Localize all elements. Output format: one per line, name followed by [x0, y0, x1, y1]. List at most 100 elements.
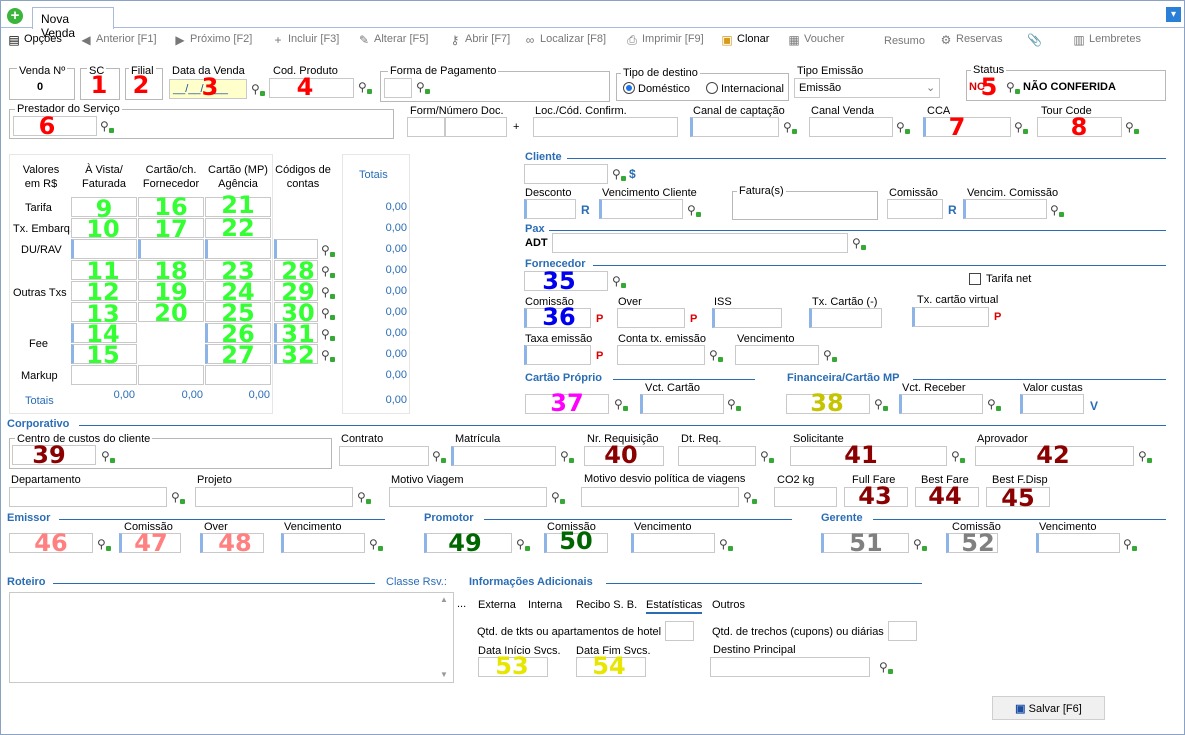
- cell-forn-durav[interactable]: [138, 239, 204, 259]
- search-icon[interactable]: ⚲: [1138, 449, 1152, 463]
- numero-doc-input[interactable]: [445, 117, 507, 137]
- emissor-input[interactable]: [9, 533, 93, 553]
- localizar-button[interactable]: ∞ Localizar [F8]: [523, 33, 606, 47]
- search-icon[interactable]: ⚲: [1014, 120, 1028, 134]
- cell-avista-outras1[interactable]: [71, 260, 137, 280]
- search-icon[interactable]: ⚲: [874, 397, 888, 411]
- tarifa-net-checkbox[interactable]: [969, 273, 981, 285]
- attach-button[interactable]: 📎: [1027, 33, 1044, 47]
- data-inicio-input[interactable]: [478, 657, 548, 677]
- calendar-search-icon[interactable]: ⚲: [1050, 203, 1064, 217]
- p-icon[interactable]: P: [994, 311, 1002, 323]
- search-icon[interactable]: ⚲: [251, 82, 265, 96]
- cell-mp-fee1[interactable]: [205, 323, 271, 343]
- cell-mp-outras3[interactable]: [205, 302, 271, 322]
- search-icon[interactable]: ⚲: [560, 449, 574, 463]
- nr-requisicao-input[interactable]: [584, 446, 664, 466]
- search-icon[interactable]: ⚲: [1125, 120, 1139, 134]
- search-icon[interactable]: ⚲: [321, 243, 335, 257]
- canal-venda-input[interactable]: [809, 117, 893, 137]
- gerente-input[interactable]: [821, 533, 909, 553]
- search-icon[interactable]: ⚲: [709, 348, 723, 362]
- salvar-button[interactable]: ▣ Salvar [F6]: [992, 696, 1105, 720]
- motivo-viagem-input[interactable]: [389, 487, 547, 507]
- co2-input[interactable]: [774, 487, 837, 507]
- cell-forn-outras1[interactable]: [138, 260, 204, 280]
- cell-cod-fee1[interactable]: [274, 323, 318, 343]
- search-icon[interactable]: ⚲: [97, 537, 111, 551]
- financeira-input[interactable]: [786, 394, 870, 414]
- venc-comissao-input[interactable]: [963, 199, 1047, 219]
- venc-promotor-input[interactable]: [631, 533, 715, 553]
- cell-forn-tarifa[interactable]: [138, 197, 204, 217]
- r-icon[interactable]: R: [948, 203, 957, 217]
- search-icon[interactable]: ⚲: [951, 449, 965, 463]
- taxa-emissao-input[interactable]: [524, 345, 591, 365]
- tab-outros[interactable]: Outros: [712, 599, 746, 611]
- projeto-input[interactable]: [195, 487, 353, 507]
- motivo-desvio-input[interactable]: [581, 487, 739, 507]
- comissao-forn-input[interactable]: [524, 308, 591, 328]
- cell-forn-txemb[interactable]: [138, 218, 204, 238]
- search-icon[interactable]: ⚲: [612, 274, 626, 288]
- clonar-button[interactable]: ▣ Clonar: [720, 33, 769, 47]
- cell-cod-outras1[interactable]: [274, 260, 318, 280]
- centro-custos-input[interactable]: [12, 445, 96, 465]
- over-forn-input[interactable]: [617, 308, 685, 328]
- cartao-proprio-input[interactable]: [525, 394, 609, 414]
- cell-cod-fee2[interactable]: [274, 344, 318, 364]
- anterior-button[interactable]: ◀ Anterior [F1]: [79, 33, 156, 47]
- destino-input[interactable]: [710, 657, 870, 677]
- domestico-radio[interactable]: Doméstico: [623, 82, 690, 95]
- calendar-search-icon[interactable]: ⚲: [687, 203, 701, 217]
- search-icon[interactable]: ⚲: [913, 537, 927, 551]
- aprovador-input[interactable]: [975, 446, 1134, 466]
- tab-interna[interactable]: Interna: [528, 599, 563, 611]
- cell-mp-markup[interactable]: [205, 365, 271, 385]
- best-fare-input[interactable]: [915, 487, 979, 507]
- add-tab-icon[interactable]: +: [7, 8, 23, 24]
- fornecedor-input[interactable]: [524, 271, 608, 291]
- proximo-button[interactable]: ▶ Próximo [F2]: [173, 33, 252, 47]
- calendar-search-icon[interactable]: ⚲: [823, 348, 837, 362]
- p-icon[interactable]: P: [690, 313, 698, 325]
- cell-mp-outras1[interactable]: [205, 260, 271, 280]
- search-icon[interactable]: ⚲: [357, 490, 371, 504]
- departamento-input[interactable]: [9, 487, 167, 507]
- search-icon[interactable]: ⚲: [101, 449, 115, 463]
- tab-externa[interactable]: Externa: [478, 599, 516, 611]
- search-icon[interactable]: ⚲: [171, 490, 185, 504]
- search-icon[interactable]: ⚲: [783, 120, 797, 134]
- conta-tx-input[interactable]: [617, 345, 705, 365]
- venc-cliente-input[interactable]: [599, 199, 683, 219]
- r-icon[interactable]: R: [581, 203, 590, 217]
- abrir-button[interactable]: ⚷ Abrir [F7]: [448, 33, 511, 47]
- comissao-promotor-input[interactable]: [544, 533, 608, 553]
- tab-estatisticas[interactable]: Estatísticas: [646, 599, 703, 614]
- imprimir-button[interactable]: ⎙ Imprimir [F9]: [625, 33, 704, 47]
- cell-avista-tarifa[interactable]: [71, 197, 137, 217]
- prestador-input[interactable]: [13, 116, 97, 136]
- forma-pagto-input[interactable]: [384, 78, 412, 98]
- dt-req-input[interactable]: [678, 446, 756, 466]
- cell-cod-outras2[interactable]: [274, 281, 318, 301]
- search-icon[interactable]: ⚲: [614, 397, 628, 411]
- internacional-radio[interactable]: Internacional: [706, 82, 784, 95]
- valor-custas-input[interactable]: [1020, 394, 1084, 414]
- tx-cartao-virtual-input[interactable]: [912, 307, 989, 327]
- search-icon[interactable]: ⚲: [743, 490, 757, 504]
- cell-mp-durav[interactable]: [205, 239, 271, 259]
- best-fdisp-input[interactable]: [986, 487, 1050, 507]
- comissao-cliente-input[interactable]: [887, 199, 943, 219]
- loc-input[interactable]: [533, 117, 678, 137]
- incluir-button[interactable]: + Incluir [F3]: [271, 33, 339, 47]
- search-icon[interactable]: ⚲: [1006, 80, 1020, 94]
- cell-avista-fee2[interactable]: [71, 344, 137, 364]
- search-icon[interactable]: ⚲: [321, 306, 335, 320]
- tab-nova-venda[interactable]: Nova Venda: [32, 7, 114, 40]
- search-icon[interactable]: ⚲: [100, 119, 114, 133]
- search-icon[interactable]: ⚲: [896, 120, 910, 134]
- vct-receber-input[interactable]: [899, 394, 983, 414]
- comissao-gerente-input[interactable]: [946, 533, 998, 553]
- form-input[interactable]: [407, 117, 445, 137]
